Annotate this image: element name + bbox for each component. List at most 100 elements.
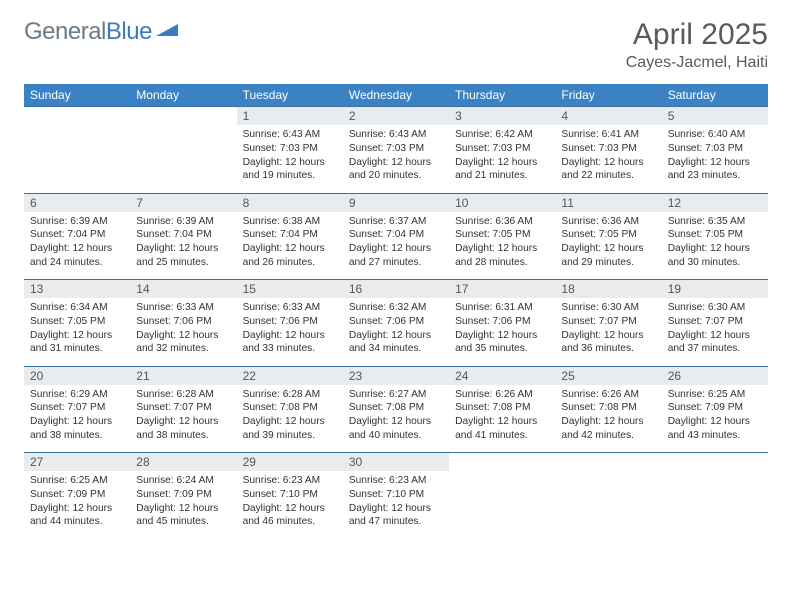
daylight-line: Daylight: 12 hours and 43 minutes. (668, 415, 762, 443)
daylight-line: Daylight: 12 hours and 31 minutes. (30, 329, 124, 357)
sunset-line: Sunset: 7:04 PM (243, 228, 337, 242)
day-cell: Sunrise: 6:25 AMSunset: 7:09 PMDaylight:… (662, 385, 768, 453)
sunset-line: Sunset: 7:05 PM (668, 228, 762, 242)
sunset-line: Sunset: 7:03 PM (243, 142, 337, 156)
daylight-line: Daylight: 12 hours and 40 minutes. (349, 415, 443, 443)
day-cell: Sunrise: 6:27 AMSunset: 7:08 PMDaylight:… (343, 385, 449, 453)
calendar-page: GeneralBlue April 2025 Cayes-Jacmel, Hai… (0, 0, 792, 557)
day-number: 5 (662, 107, 768, 126)
day-cell: Sunrise: 6:23 AMSunset: 7:10 PMDaylight:… (237, 471, 343, 539)
day-content-row: Sunrise: 6:25 AMSunset: 7:09 PMDaylight:… (24, 471, 768, 539)
brand-logo: GeneralBlue (24, 18, 178, 46)
daylight-line: Daylight: 12 hours and 44 minutes. (30, 502, 124, 530)
title-block: April 2025 Cayes-Jacmel, Haiti (626, 18, 768, 72)
sunrise-line: Sunrise: 6:23 AM (243, 474, 337, 488)
sunset-line: Sunset: 7:08 PM (561, 401, 655, 415)
sunrise-line: Sunrise: 6:37 AM (349, 215, 443, 229)
sunrise-line: Sunrise: 6:27 AM (349, 388, 443, 402)
sunset-line: Sunset: 7:06 PM (349, 315, 443, 329)
sunset-line: Sunset: 7:10 PM (349, 488, 443, 502)
sunset-line: Sunset: 7:04 PM (136, 228, 230, 242)
daylight-line: Daylight: 12 hours and 22 minutes. (561, 156, 655, 184)
day-cell: Sunrise: 6:40 AMSunset: 7:03 PMDaylight:… (662, 125, 768, 193)
day-number-row: 20212223242526 (24, 366, 768, 385)
day-number: 4 (555, 107, 661, 126)
sunrise-line: Sunrise: 6:30 AM (561, 301, 655, 315)
daylight-line: Daylight: 12 hours and 29 minutes. (561, 242, 655, 270)
daylight-line: Daylight: 12 hours and 20 minutes. (349, 156, 443, 184)
sunrise-line: Sunrise: 6:39 AM (136, 215, 230, 229)
daylight-line: Daylight: 12 hours and 30 minutes. (668, 242, 762, 270)
day-cell: Sunrise: 6:43 AMSunset: 7:03 PMDaylight:… (237, 125, 343, 193)
day-cell: Sunrise: 6:23 AMSunset: 7:10 PMDaylight:… (343, 471, 449, 539)
daylight-line: Daylight: 12 hours and 26 minutes. (243, 242, 337, 270)
day-cell-empty (662, 471, 768, 539)
sunrise-line: Sunrise: 6:33 AM (136, 301, 230, 315)
brand-part1: General (24, 18, 106, 45)
weekday-header: Wednesday (343, 84, 449, 107)
weekday-header: Tuesday (237, 84, 343, 107)
day-cell: Sunrise: 6:28 AMSunset: 7:07 PMDaylight:… (130, 385, 236, 453)
sunrise-line: Sunrise: 6:42 AM (455, 128, 549, 142)
sunset-line: Sunset: 7:07 PM (561, 315, 655, 329)
day-cell: Sunrise: 6:39 AMSunset: 7:04 PMDaylight:… (24, 212, 130, 280)
daylight-line: Daylight: 12 hours and 32 minutes. (136, 329, 230, 357)
day-cell: Sunrise: 6:33 AMSunset: 7:06 PMDaylight:… (237, 298, 343, 366)
sunrise-line: Sunrise: 6:29 AM (30, 388, 124, 402)
day-content-row: Sunrise: 6:29 AMSunset: 7:07 PMDaylight:… (24, 385, 768, 453)
sunrise-line: Sunrise: 6:43 AM (349, 128, 443, 142)
daylight-line: Daylight: 12 hours and 36 minutes. (561, 329, 655, 357)
day-cell: Sunrise: 6:43 AMSunset: 7:03 PMDaylight:… (343, 125, 449, 193)
sunrise-line: Sunrise: 6:28 AM (136, 388, 230, 402)
day-cell: Sunrise: 6:34 AMSunset: 7:05 PMDaylight:… (24, 298, 130, 366)
day-cell: Sunrise: 6:24 AMSunset: 7:09 PMDaylight:… (130, 471, 236, 539)
sunrise-line: Sunrise: 6:38 AM (243, 215, 337, 229)
weekday-header: Thursday (449, 84, 555, 107)
daylight-line: Daylight: 12 hours and 37 minutes. (668, 329, 762, 357)
sunrise-line: Sunrise: 6:26 AM (455, 388, 549, 402)
weekday-header-row: SundayMondayTuesdayWednesdayThursdayFrid… (24, 84, 768, 107)
day-number: 8 (237, 193, 343, 212)
day-number: 15 (237, 280, 343, 299)
daylight-line: Daylight: 12 hours and 21 minutes. (455, 156, 549, 184)
day-number: 2 (343, 107, 449, 126)
day-cell-empty (24, 125, 130, 193)
sunrise-line: Sunrise: 6:36 AM (455, 215, 549, 229)
day-cell: Sunrise: 6:30 AMSunset: 7:07 PMDaylight:… (555, 298, 661, 366)
sunrise-line: Sunrise: 6:33 AM (243, 301, 337, 315)
sunrise-line: Sunrise: 6:24 AM (136, 474, 230, 488)
daylight-line: Daylight: 12 hours and 38 minutes. (30, 415, 124, 443)
day-number: 9 (343, 193, 449, 212)
weekday-header: Saturday (662, 84, 768, 107)
daylight-line: Daylight: 12 hours and 39 minutes. (243, 415, 337, 443)
day-number: 27 (24, 453, 130, 472)
sunrise-line: Sunrise: 6:41 AM (561, 128, 655, 142)
page-header: GeneralBlue April 2025 Cayes-Jacmel, Hai… (24, 18, 768, 72)
day-number: 1 (237, 107, 343, 126)
day-cell: Sunrise: 6:39 AMSunset: 7:04 PMDaylight:… (130, 212, 236, 280)
sunrise-line: Sunrise: 6:30 AM (668, 301, 762, 315)
sunrise-line: Sunrise: 6:43 AM (243, 128, 337, 142)
sunset-line: Sunset: 7:05 PM (561, 228, 655, 242)
brand-text: GeneralBlue (24, 18, 152, 46)
day-cell: Sunrise: 6:31 AMSunset: 7:06 PMDaylight:… (449, 298, 555, 366)
sunset-line: Sunset: 7:10 PM (243, 488, 337, 502)
day-cell: Sunrise: 6:36 AMSunset: 7:05 PMDaylight:… (449, 212, 555, 280)
day-number-row: 6789101112 (24, 193, 768, 212)
day-cell: Sunrise: 6:41 AMSunset: 7:03 PMDaylight:… (555, 125, 661, 193)
day-cell: Sunrise: 6:37 AMSunset: 7:04 PMDaylight:… (343, 212, 449, 280)
daylight-line: Daylight: 12 hours and 24 minutes. (30, 242, 124, 270)
daylight-line: Daylight: 12 hours and 38 minutes. (136, 415, 230, 443)
day-number-empty (130, 107, 236, 126)
day-number-row: 27282930 (24, 453, 768, 472)
sunrise-line: Sunrise: 6:35 AM (668, 215, 762, 229)
sunset-line: Sunset: 7:04 PM (349, 228, 443, 242)
day-cell: Sunrise: 6:26 AMSunset: 7:08 PMDaylight:… (555, 385, 661, 453)
sunrise-line: Sunrise: 6:23 AM (349, 474, 443, 488)
sunset-line: Sunset: 7:03 PM (668, 142, 762, 156)
day-cell-empty (555, 471, 661, 539)
day-cell: Sunrise: 6:29 AMSunset: 7:07 PMDaylight:… (24, 385, 130, 453)
sunrise-line: Sunrise: 6:25 AM (668, 388, 762, 402)
brand-triangle-icon (156, 22, 178, 43)
sunrise-line: Sunrise: 6:34 AM (30, 301, 124, 315)
